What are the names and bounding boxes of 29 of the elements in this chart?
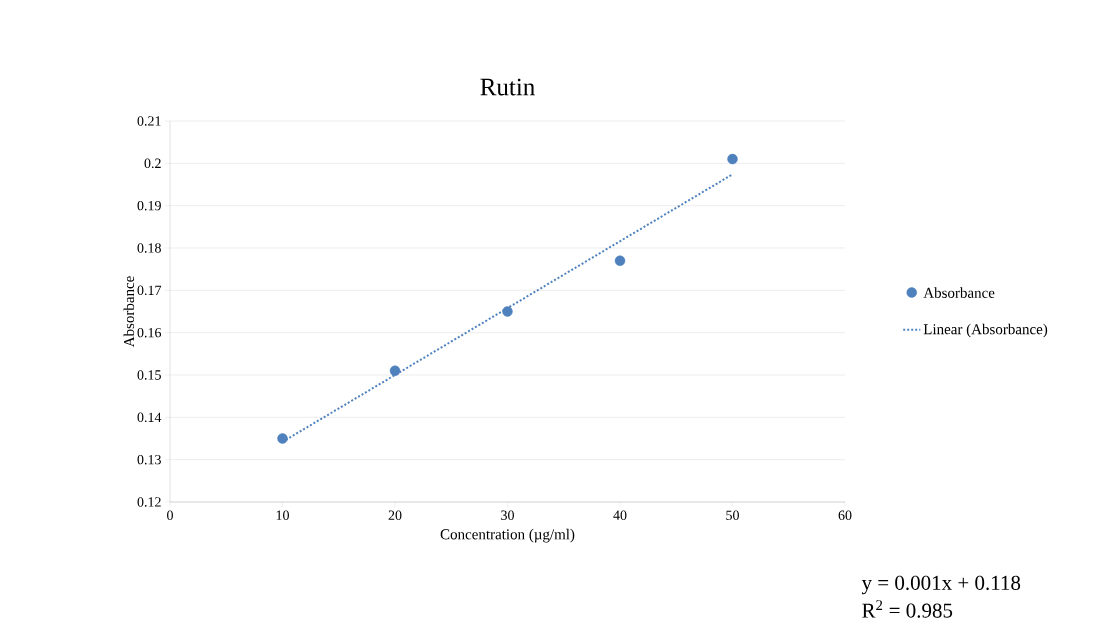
text: R$^{2}$ = 0.985 <box>862 600 953 618</box>
legend-label: Linear (Absorbance) <box>923 323 1048 338</box>
y-tick-label: 0.17 <box>137 285 162 296</box>
y-tick-label: 0.14 <box>137 412 162 423</box>
point <box>502 306 513 317</box>
point <box>614 255 626 266</box>
x-tick-label: 50 <box>726 510 739 520</box>
x-tick-label: 0 <box>167 510 173 520</box>
chart-title: Rutin <box>480 78 535 96</box>
y-tick-label: 0.16 <box>137 327 162 338</box>
x-tick-label: 10 <box>276 510 289 520</box>
legend-label: Absorbance <box>923 287 995 298</box>
y-tick-label: 0.18 <box>137 243 161 253</box>
y-tick-label: 0.2 <box>144 158 161 169</box>
point <box>389 365 401 376</box>
x-tick-label: 60 <box>838 510 852 520</box>
x-tick-label: 30 <box>501 510 514 520</box>
y-axis-title: Absorbance <box>123 276 135 348</box>
x-tick-label: 40 <box>613 510 627 520</box>
y-tick-label: 0.15 <box>137 370 161 380</box>
y-tick-label: 0.13 <box>137 454 161 465</box>
x-tick-label: 20 <box>388 510 402 520</box>
text: y = 0.001x + 0.118 <box>861 575 1021 595</box>
point <box>277 433 288 444</box>
y-tick-label: 0.21 <box>137 116 161 126</box>
x-axis-title: Concentration (µg/ml) <box>440 528 575 543</box>
y-tick-label: 0.12 <box>137 497 161 507</box>
y-tick-label: 0.19 <box>137 200 161 211</box>
point <box>727 153 738 165</box>
